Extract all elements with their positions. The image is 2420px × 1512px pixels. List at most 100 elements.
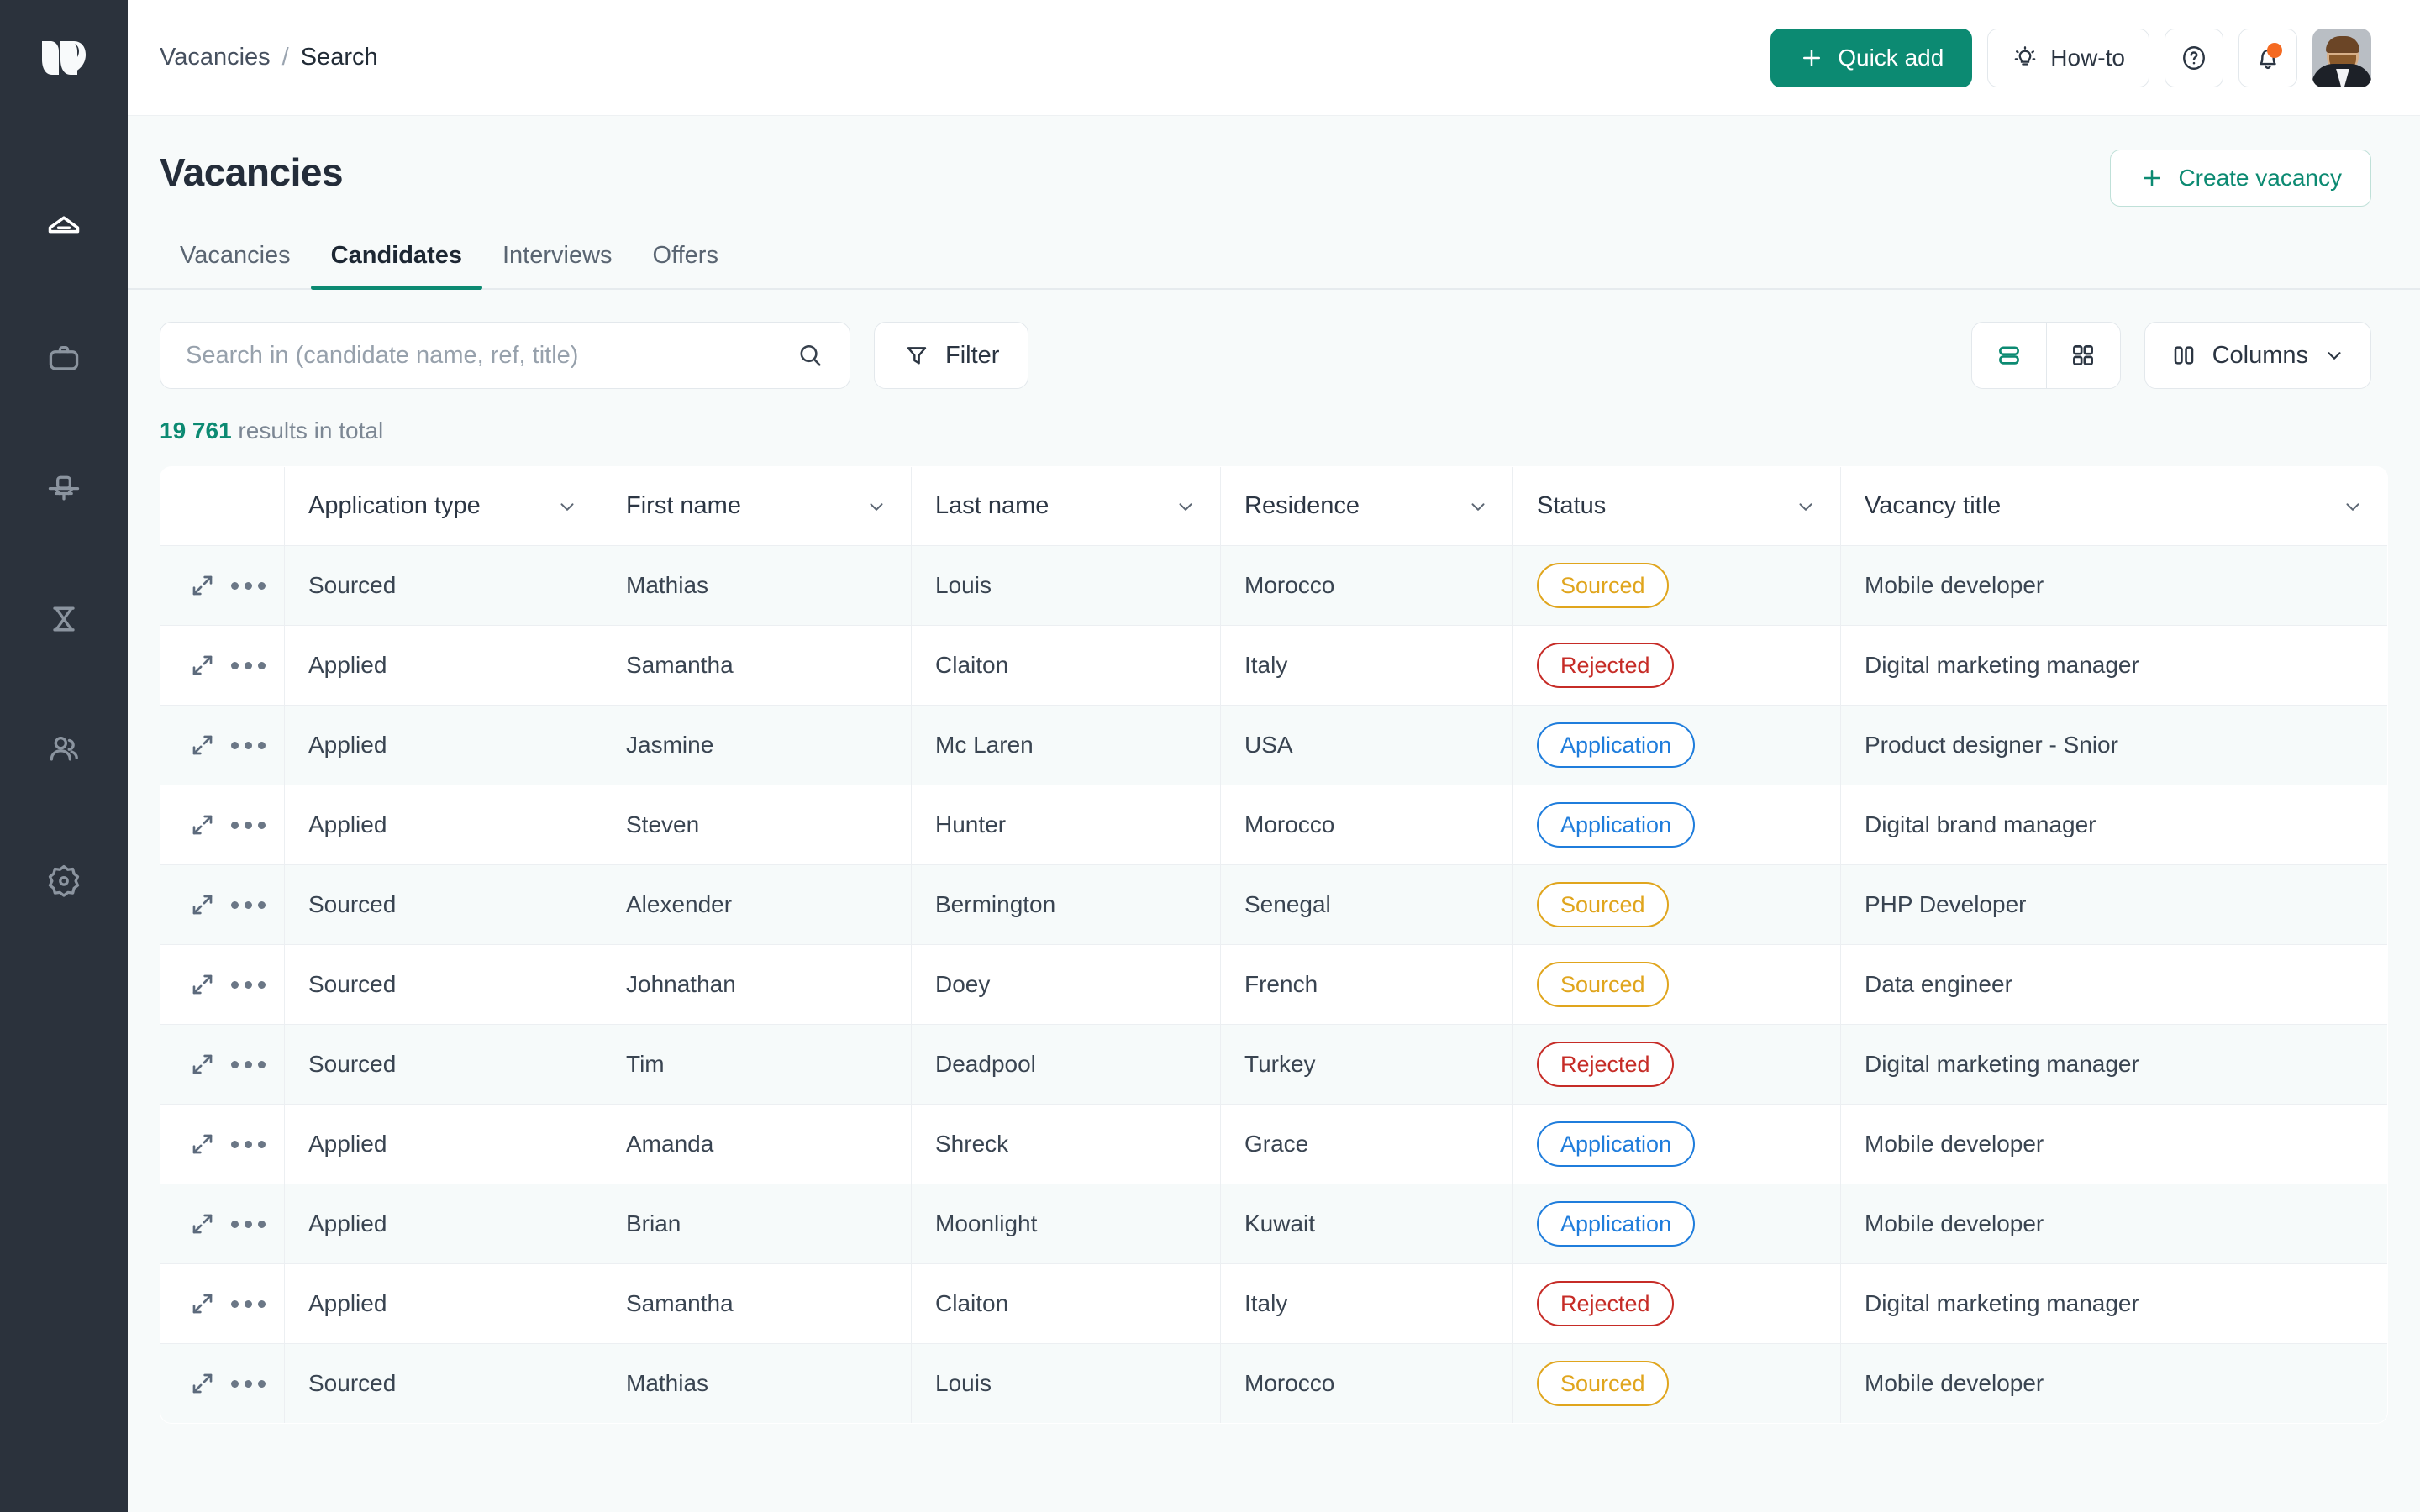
cell-residence: Morocco [1220,785,1513,865]
cell-last-name: Moonlight [911,1184,1221,1264]
column-header-vacancy-title[interactable]: Vacancy title [1840,467,2387,546]
sidebar-item-jobs[interactable] [0,293,128,423]
sidebar-item-pipeline[interactable] [0,554,128,684]
table-row[interactable]: Applied Samantha Claiton Italy Rejected Digit… [160,1263,2387,1344]
view-grid-button[interactable] [2045,323,2120,388]
expand-icon[interactable] [189,732,216,759]
avatar[interactable] [2312,28,2371,87]
cell-first-name: Amanda [602,1104,912,1184]
cell-residence: Senegal [1220,864,1513,945]
expand-icon[interactable] [189,891,216,918]
column-label: Residence [1244,492,1360,519]
cell-first-name: Mathias [602,1343,912,1423]
ellipsis-icon[interactable] [231,1379,266,1388]
tab-candidates[interactable]: Candidates [310,242,483,290]
columns-button[interactable]: Columns [2144,322,2371,389]
expand-icon[interactable] [189,1290,216,1317]
chevron-down-icon[interactable] [2342,496,2364,517]
chevron-down-icon[interactable] [1467,496,1489,517]
table-container: Application type First name [128,466,2420,1424]
search-input[interactable] [186,341,796,370]
ellipsis-icon[interactable] [231,1220,266,1228]
table-row[interactable]: Applied Brian Moonlight Kuwait Application Mo… [160,1184,2387,1264]
cell-vacancy-title: Product designer - Snior [1840,705,2387,785]
table-row[interactable]: Sourced Mathias Louis Morocco Sourced Mobile … [160,1343,2387,1423]
search-box[interactable] [160,322,850,389]
ellipsis-icon[interactable] [231,1299,266,1308]
tab-offers[interactable]: Offers [633,242,739,288]
table-row[interactable]: Sourced Mathias Louis Morocco Sourced Mobile … [160,545,2387,626]
lightbulb-icon [2014,45,2036,66]
table-row[interactable]: Applied Amanda Shreck Grace Application Mobil… [160,1104,2387,1184]
notifications-button[interactable] [2238,28,2297,87]
expand-icon[interactable] [189,971,216,998]
cell-vacancy-title: Data engineer [1840,944,2387,1025]
table-row[interactable]: Applied Samantha Claiton Italy Rejected Digit… [160,625,2387,706]
chevron-down-icon [2328,352,2341,360]
cell-application-type: Applied [284,1104,602,1184]
column-header-last-name[interactable]: Last name [911,467,1221,546]
tab-interviews[interactable]: Interviews [482,242,633,288]
chevron-down-icon[interactable] [1795,496,1817,517]
search-icon[interactable] [796,341,824,370]
quick-add-button[interactable]: Quick add [1770,28,1973,87]
expand-icon[interactable] [189,652,216,679]
table-row[interactable]: Applied Jasmine Mc Laren USA Application Prod… [160,705,2387,785]
sidebar-item-home[interactable] [0,163,128,293]
cell-last-name: Hunter [911,785,1221,865]
table-row[interactable]: Sourced Johnathan Doey French Sourced Data en… [160,944,2387,1025]
chevron-down-icon[interactable] [865,496,887,517]
sidebar-item-workspace[interactable] [0,423,128,554]
expand-icon[interactable] [189,811,216,838]
row-actions-cell [160,1104,285,1184]
cell-status: Sourced [1512,1343,1841,1423]
ellipsis-icon[interactable] [231,1060,266,1068]
cell-last-name: Bermington [911,864,1221,945]
cell-vacancy-title: Digital brand manager [1840,785,2387,865]
plus-icon [1803,49,1821,66]
ellipsis-icon[interactable] [231,821,266,829]
ellipsis-icon[interactable] [231,581,266,590]
cell-status: Application [1512,785,1841,865]
sidebar-item-settings[interactable] [0,814,128,944]
column-header-status[interactable]: Status [1512,467,1841,546]
ellipsis-icon[interactable] [231,1140,266,1148]
view-list-button[interactable] [1972,323,2046,388]
help-button[interactable] [2165,28,2223,87]
column-header-first-name[interactable]: First name [602,467,912,546]
candidates-table: Application type First name [160,466,2388,1424]
cell-residence: Italy [1220,625,1513,706]
column-header-application-type[interactable]: Application type [284,467,602,546]
filter-button[interactable]: Filter [874,322,1029,389]
table-body: Sourced Mathias Louis Morocco Sourced Mobile … [160,545,2387,1423]
ellipsis-icon[interactable] [231,741,266,749]
cell-first-name: Steven [602,785,912,865]
app-logo[interactable] [0,0,128,116]
table-row[interactable]: Applied Steven Hunter Morocco Application Dig… [160,785,2387,865]
ellipsis-icon[interactable] [231,900,266,909]
cell-status: Sourced [1512,944,1841,1025]
table-row[interactable]: Sourced Tim Deadpool Turkey Rejected Digital … [160,1024,2387,1105]
row-actions-cell [160,1184,285,1264]
ellipsis-icon[interactable] [231,980,266,989]
expand-icon[interactable] [189,1210,216,1237]
table-row[interactable]: Sourced Alexender Bermington Senegal Sourced… [160,864,2387,945]
ellipsis-icon[interactable] [231,661,266,669]
chevron-down-icon[interactable] [556,496,578,517]
how-to-button[interactable]: How-to [1987,28,2149,87]
sidebar-item-people[interactable] [0,684,128,814]
expand-icon[interactable] [189,1131,216,1158]
topbar-actions: Quick add How-to [1770,28,2371,87]
tab-vacancies[interactable]: Vacancies [160,242,311,288]
expand-icon[interactable] [189,1370,216,1397]
cell-first-name: Brian [602,1184,912,1264]
breadcrumb-parent[interactable]: Vacancies [160,44,271,71]
cell-first-name: Alexender [602,864,912,945]
column-header-residence[interactable]: Residence [1220,467,1513,546]
expand-icon[interactable] [189,572,216,599]
create-vacancy-button[interactable]: Create vacancy [2110,150,2371,207]
chevron-down-icon[interactable] [1175,496,1197,517]
cell-application-type: Applied [284,705,602,785]
expand-icon[interactable] [189,1051,216,1078]
